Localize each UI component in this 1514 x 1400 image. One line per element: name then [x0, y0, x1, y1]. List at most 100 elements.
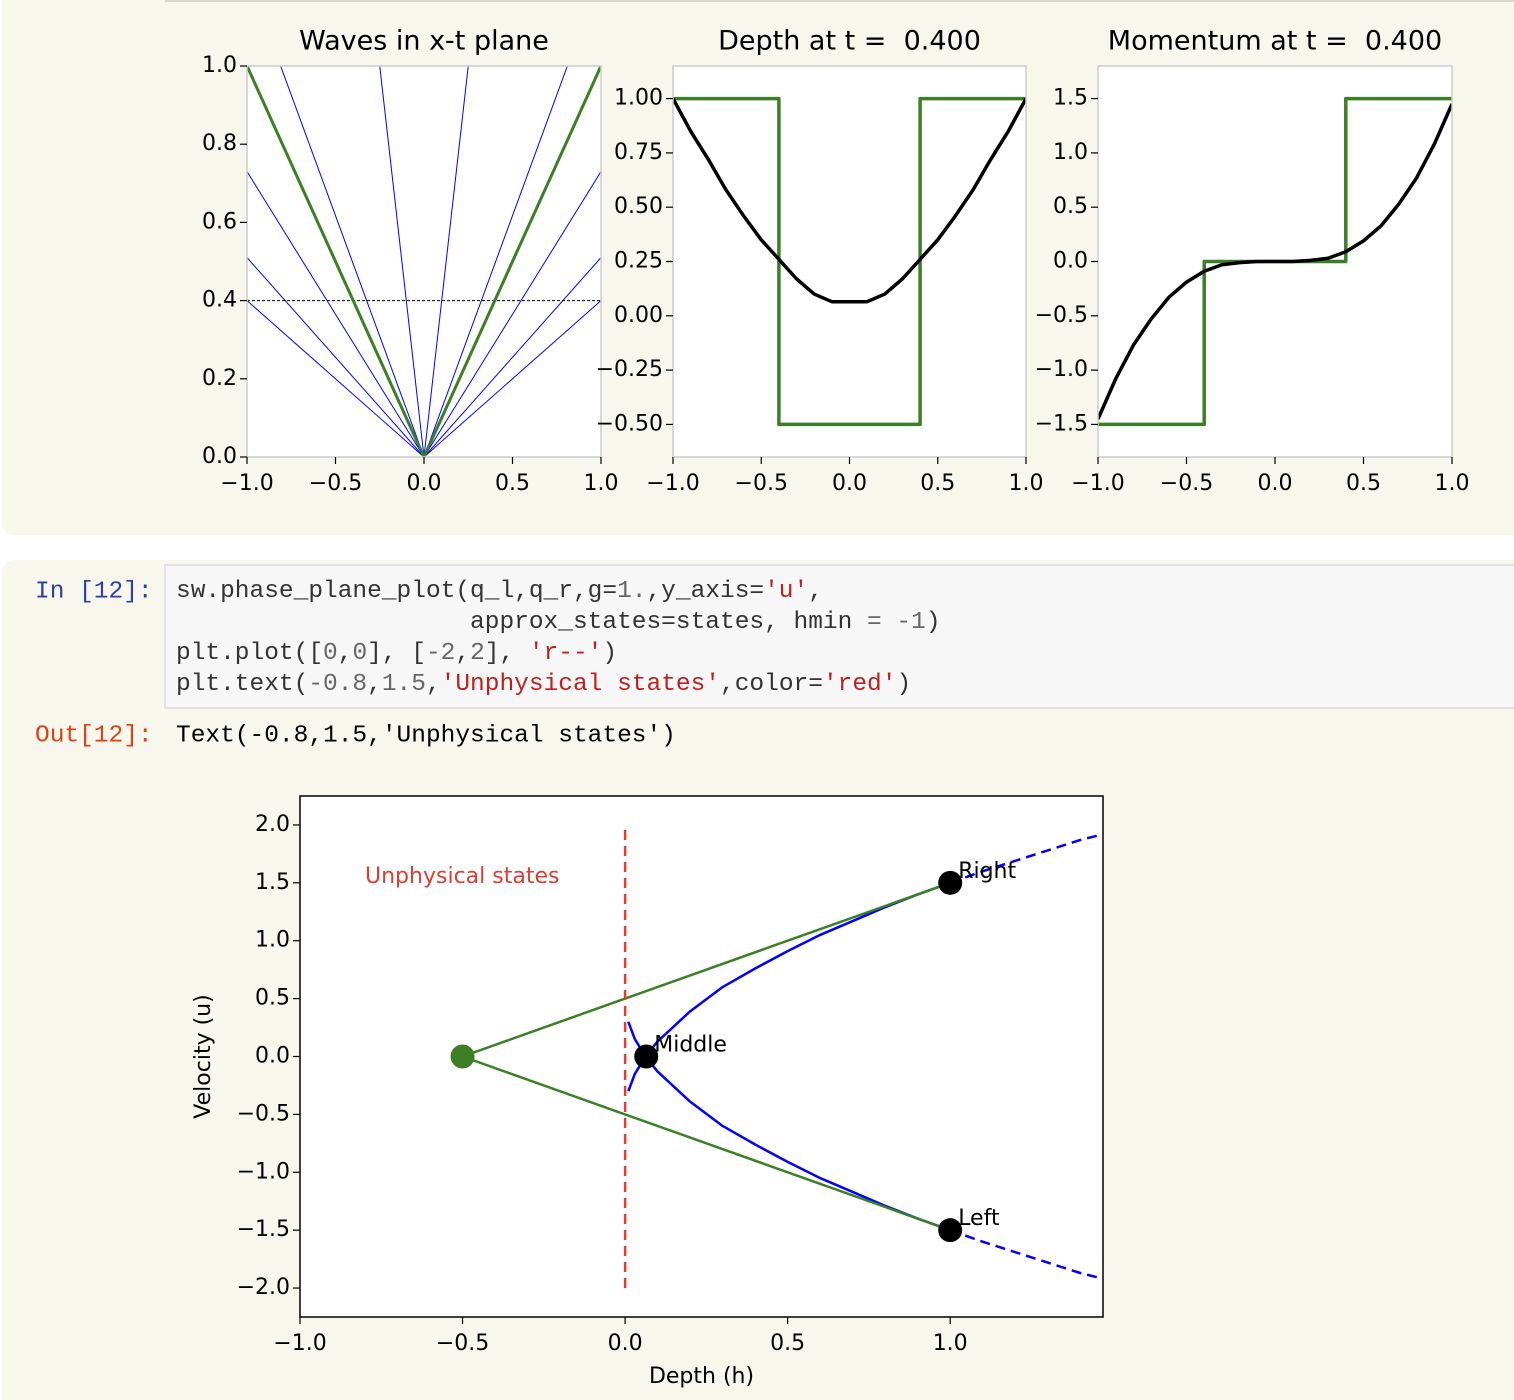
- code-token: approx_states=states, hmin: [176, 609, 867, 636]
- code: sw.phase_plane_plot(q_l,q_r,g=1.,y_axis=…: [176, 578, 941, 698]
- x-tick-label: 1.0: [933, 1331, 968, 1356]
- code-line: plt.plot([0,0], [-2,2], 'r--'): [176, 640, 617, 667]
- plot-area: [247, 66, 601, 457]
- series-line: [423, 300, 601, 457]
- series-line: [280, 66, 425, 457]
- series-line: [949, 832, 1103, 885]
- x-tick-label: −0.5: [436, 1331, 489, 1356]
- x-tick-label: −1.0: [273, 1331, 326, 1356]
- code-token: 'r--': [529, 640, 603, 667]
- x-tick-label: −1.0: [1071, 471, 1124, 496]
- y-tick-label: 0.2: [202, 366, 237, 391]
- y-tick-label: 1.00: [614, 86, 663, 111]
- y-tick-label: 0.5: [255, 986, 290, 1011]
- point-label: Middle: [654, 1033, 727, 1058]
- code-token: 0: [352, 640, 367, 667]
- series-line: [423, 171, 601, 457]
- code-line: approx_states=states, hmin = -1): [176, 609, 941, 636]
- y-tick-label: 0.6: [202, 209, 237, 234]
- y-tick-label: 0.5: [1053, 194, 1088, 219]
- point: [450, 1044, 475, 1069]
- y-tick-label: 0.75: [614, 140, 663, 165]
- code-token: 1.5: [382, 671, 426, 698]
- x-tick-label: 0.5: [920, 471, 955, 496]
- x-tick-label: 1.0: [1435, 471, 1470, 496]
- x-axis-label: Depth (h): [649, 1364, 754, 1389]
- code-token: plt.text(: [176, 671, 308, 698]
- code-token: 'Unphysical states': [441, 671, 720, 698]
- y-tick-label: 0.0: [255, 1044, 290, 1069]
- x-tick-label: 0.5: [495, 471, 530, 496]
- code-box[interactable]: [164, 564, 1514, 709]
- code-token: ): [896, 671, 911, 698]
- code-token: 0: [323, 640, 338, 667]
- x-tick-label: −0.5: [735, 471, 788, 496]
- point: [938, 1218, 963, 1243]
- series-line: [247, 171, 425, 457]
- y-tick-label: −0.5: [1035, 303, 1088, 328]
- series-line: [423, 257, 601, 457]
- y-tick-label: 0.8: [202, 131, 237, 156]
- y-tick-label: 0.0: [1053, 249, 1088, 274]
- y-tick-label: −0.50: [596, 411, 663, 436]
- y-tick-label: 0.4: [202, 288, 237, 313]
- chart: Unphysical states Left Middle Right −1.0 −0.5…: [191, 795, 1104, 1389]
- code-token: ): [602, 640, 617, 667]
- code-token: -0.8: [308, 671, 367, 698]
- plot-marks: [1098, 96, 1452, 427]
- code-token: 'u': [764, 578, 808, 605]
- series-line: [673, 96, 1026, 427]
- y-tick-label: 0.0: [202, 444, 237, 469]
- chart: −1.0 −0.5 0.0 0.5 1.0 −0.50 −0.25 0.00 0.25 0.50 0…: [596, 26, 1044, 497]
- y-tick-label: −0.25: [596, 357, 663, 382]
- x-tick-label: −0.5: [309, 471, 362, 496]
- code-token: ,: [426, 671, 441, 698]
- y-tick-label: −1.0: [237, 1159, 290, 1184]
- y-tick-label: 2.0: [255, 812, 290, 837]
- code-token: -2: [426, 640, 455, 667]
- code-token: ,y_axis=: [646, 578, 764, 605]
- code-token: 'red': [823, 671, 897, 698]
- code-token: ): [926, 609, 941, 636]
- y-tick-label: 0.00: [614, 303, 663, 328]
- x-tick-label: 1.0: [1009, 471, 1044, 496]
- series-line: [423, 66, 568, 457]
- y-tick-label: −1.0: [1035, 357, 1088, 382]
- series-line: [949, 1228, 1103, 1281]
- chart: −1.0 −0.5 0.0 0.5 1.0 0.0 0.2 0.4 0.6 0.8 1.0 Waves…: [202, 26, 619, 497]
- series-line: [673, 97, 1026, 304]
- series-line: [1098, 103, 1452, 420]
- output-text: Text(-0.8,1.5,'Unphysical states'): [176, 722, 676, 749]
- code-token: ,: [455, 640, 470, 667]
- series-line: [422, 66, 601, 457]
- code-token: ,: [808, 578, 823, 605]
- x-tick-label: 0.0: [608, 1331, 643, 1356]
- code-line: plt.text(-0.8,1.5,'Unphysical states',co…: [176, 671, 911, 698]
- code-token: sw.phase_plane_plot(q_l,q_r,g=: [176, 578, 617, 605]
- code-token: = -1: [867, 609, 926, 636]
- y-tick-label: −0.5: [237, 1101, 290, 1126]
- y-tick-label: 1.0: [1053, 140, 1088, 165]
- y-tick-label: 1.0: [202, 53, 237, 78]
- code-token: 1.: [617, 578, 646, 605]
- point: [634, 1044, 659, 1069]
- annotation: Unphysical states: [365, 864, 559, 889]
- chart: −1.0 −0.5 0.0 0.5 1.0 −1.5 −1.0 −0.5 0.0 0.5 1.0 1.…: [1035, 26, 1470, 497]
- x-tick-label: 0.0: [1258, 471, 1293, 496]
- chart-title: Momentum at t = 0.400: [1108, 26, 1442, 57]
- chart-title: Depth at t = 0.400: [718, 26, 981, 57]
- x-tick-label: 0.5: [1346, 471, 1381, 496]
- code-token: ,: [338, 640, 353, 667]
- x-tick-label: 0.0: [832, 471, 867, 496]
- x-tick-label: −1.0: [646, 471, 699, 496]
- code-line: sw.phase_plane_plot(q_l,q_r,g=1.,y_axis=…: [176, 578, 823, 605]
- charts: −1.0 −0.5 0.0 0.5 1.00.00.20.40.60.81.0Waves…: [191, 26, 1470, 1390]
- plot-area: [673, 66, 1026, 457]
- output-prompt: Out[12]:: [35, 722, 153, 749]
- input-prompt: In [12]:: [35, 578, 153, 605]
- series-line: [462, 1055, 951, 1232]
- series-line: [247, 257, 425, 457]
- code-token: ,: [367, 671, 382, 698]
- y-tick-label: 0.50: [614, 194, 663, 219]
- y-tick-label: 1.5: [255, 870, 290, 895]
